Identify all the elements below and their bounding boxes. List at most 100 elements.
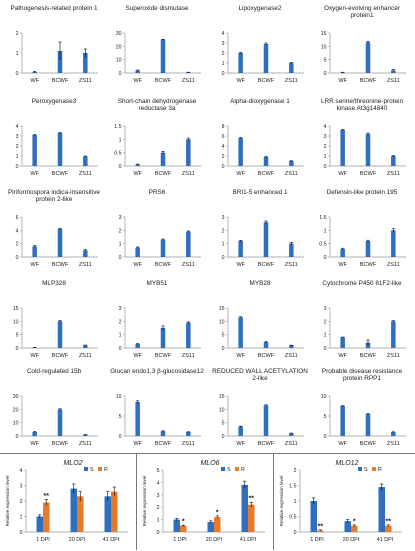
expression-chart-panel: MLO6 Relative expression level 0 1 2 3 4 5 S R * 1 …	[139, 456, 272, 548]
y-tick-label: 3	[20, 484, 23, 490]
y-tick-label: 4	[222, 31, 225, 37]
y-tick-label: 3	[119, 215, 122, 221]
x-tick-label: 1 DPI	[173, 537, 186, 543]
bar	[263, 342, 269, 348]
bar	[238, 53, 243, 73]
x-tick-label: BCWF	[155, 441, 172, 447]
bar	[214, 517, 221, 532]
y-tick-label: 3	[16, 134, 19, 140]
chart-svg: 0 0.5 1 1.5 WF BCWF ZS11	[319, 215, 406, 268]
bar	[57, 409, 63, 436]
legend-swatch	[372, 467, 376, 471]
significance-marker: **	[249, 496, 255, 503]
y-tick-label: 0	[222, 346, 225, 352]
y-tick-label: 4	[16, 124, 19, 130]
y-tick-label: 30	[13, 394, 19, 400]
x-tick-label: BCWF	[52, 171, 69, 177]
chart-panel: Piriformospora indica-insensitive protei…	[4, 186, 104, 274]
y-tick-label: 1	[16, 154, 19, 160]
y-tick-label: 1	[222, 61, 225, 67]
chart-svg: MLO2 Relative expression level 0 1 2 3 4 S R ** 1 …	[5, 460, 128, 543]
chart-title: PRS6	[148, 189, 166, 196]
y-tick-label: 15	[13, 306, 19, 312]
x-tick-label: BCWF	[52, 353, 69, 359]
bar	[70, 488, 77, 532]
y-tick-label: 2	[16, 144, 19, 150]
chart-title: MYB28	[249, 280, 271, 287]
bar	[83, 434, 88, 436]
y-tick-label: 10	[321, 394, 327, 400]
legend-label: S	[227, 467, 231, 473]
bar	[340, 130, 345, 166]
y-tick-label: 1	[222, 242, 225, 248]
y-tick-label: 3	[222, 41, 225, 47]
x-tick-label: BCWF	[155, 353, 172, 359]
chart-title: Short-chain dehydrogenase reductase 3a	[117, 98, 197, 113]
chart-panel: MLP328 0 5 10 15 WF BCWF ZS11	[4, 277, 104, 365]
x-tick-label: ZS11	[182, 353, 195, 359]
x-tick-label: ZS11	[285, 262, 298, 268]
y-tick-label: 0.5	[319, 242, 326, 248]
y-tick-label: 0	[324, 434, 327, 440]
x-tick-label: ZS11	[182, 262, 195, 268]
y-tick-label: 5	[222, 421, 225, 427]
chart-svg: 0 5 10 15 WF BCWF ZS11	[321, 31, 406, 84]
bar	[57, 51, 63, 73]
y-tick-label: 3	[324, 134, 327, 140]
y-tick-label: 3	[119, 306, 122, 312]
bottom-panel-frame	[0, 453, 415, 551]
y-tick-label: 2	[20, 499, 23, 505]
x-tick-label: ZS11	[79, 441, 92, 447]
chart-title: MYB51	[146, 280, 168, 287]
y-tick-label: 2	[16, 242, 19, 248]
bar	[160, 239, 166, 257]
y-tick-label: 15	[219, 394, 225, 400]
chart-panel: Cytochrome P450 81F2-like 0 1 2 3 WF BCWF ZS11	[312, 277, 412, 365]
x-tick-label: ZS11	[387, 262, 400, 268]
chart-svg: MLO6 Relative expression level 0 1 2 3 4 5 S R * 1 …	[142, 460, 265, 543]
y-tick-label: 10	[13, 421, 19, 427]
x-tick-label: 41 DPI	[240, 537, 256, 543]
chart-svg: 0 10 20 30 WF BCWF ZS11	[116, 31, 201, 84]
x-tick-label: ZS11	[182, 441, 195, 447]
y-tick-label: 2	[222, 51, 225, 57]
x-tick-label: 20 DPI	[206, 537, 222, 543]
expression-chart-panel: MLO2 Relative expression level 0 1 2 3 4 S R ** 1 …	[2, 456, 135, 548]
y-tick-label: 1.5	[114, 124, 121, 130]
legend-swatch	[221, 467, 225, 471]
x-tick-label: BCWF	[155, 262, 172, 268]
bar	[263, 157, 269, 166]
x-tick-label: WF	[236, 262, 245, 268]
y-tick-label: 10	[219, 319, 225, 325]
y-tick-label: 0	[222, 71, 225, 77]
bar	[344, 521, 351, 532]
x-tick-label: WF	[133, 171, 142, 177]
bar	[32, 347, 37, 348]
bar	[186, 231, 191, 257]
legend-label: S	[364, 467, 368, 473]
bar	[263, 44, 269, 73]
significance-marker: **	[386, 518, 392, 525]
bar	[135, 402, 140, 436]
y-tick-label: 10	[116, 58, 122, 64]
chart-svg: 0 2 4 6 8 WF BCWF ZS11	[222, 124, 304, 177]
y-tick-label: 1	[119, 333, 122, 339]
bar	[365, 42, 371, 73]
bar	[340, 406, 345, 436]
x-tick-label: BCWF	[52, 441, 69, 447]
bar	[310, 501, 317, 532]
bar	[365, 241, 371, 257]
x-tick-label: ZS11	[387, 353, 400, 359]
chart-title: MLO2	[63, 460, 82, 467]
y-tick-label: 4	[157, 480, 160, 486]
chart-svg: 0 5 10 15 WF BCWF ZS11	[219, 394, 304, 447]
legend-label: S	[90, 467, 94, 473]
chart-svg: 0 0.5 1 1.5 WF BCWF ZS11	[114, 124, 201, 177]
chart-title: MLO6	[200, 460, 219, 467]
y-tick-label: 0	[16, 346, 19, 352]
x-tick-label: ZS11	[285, 171, 298, 177]
y-tick-label: 5	[324, 58, 327, 64]
y-tick-label: 6	[16, 215, 19, 221]
chart-svg: 0 1 2 3 WF BCWF ZS11	[119, 306, 201, 359]
